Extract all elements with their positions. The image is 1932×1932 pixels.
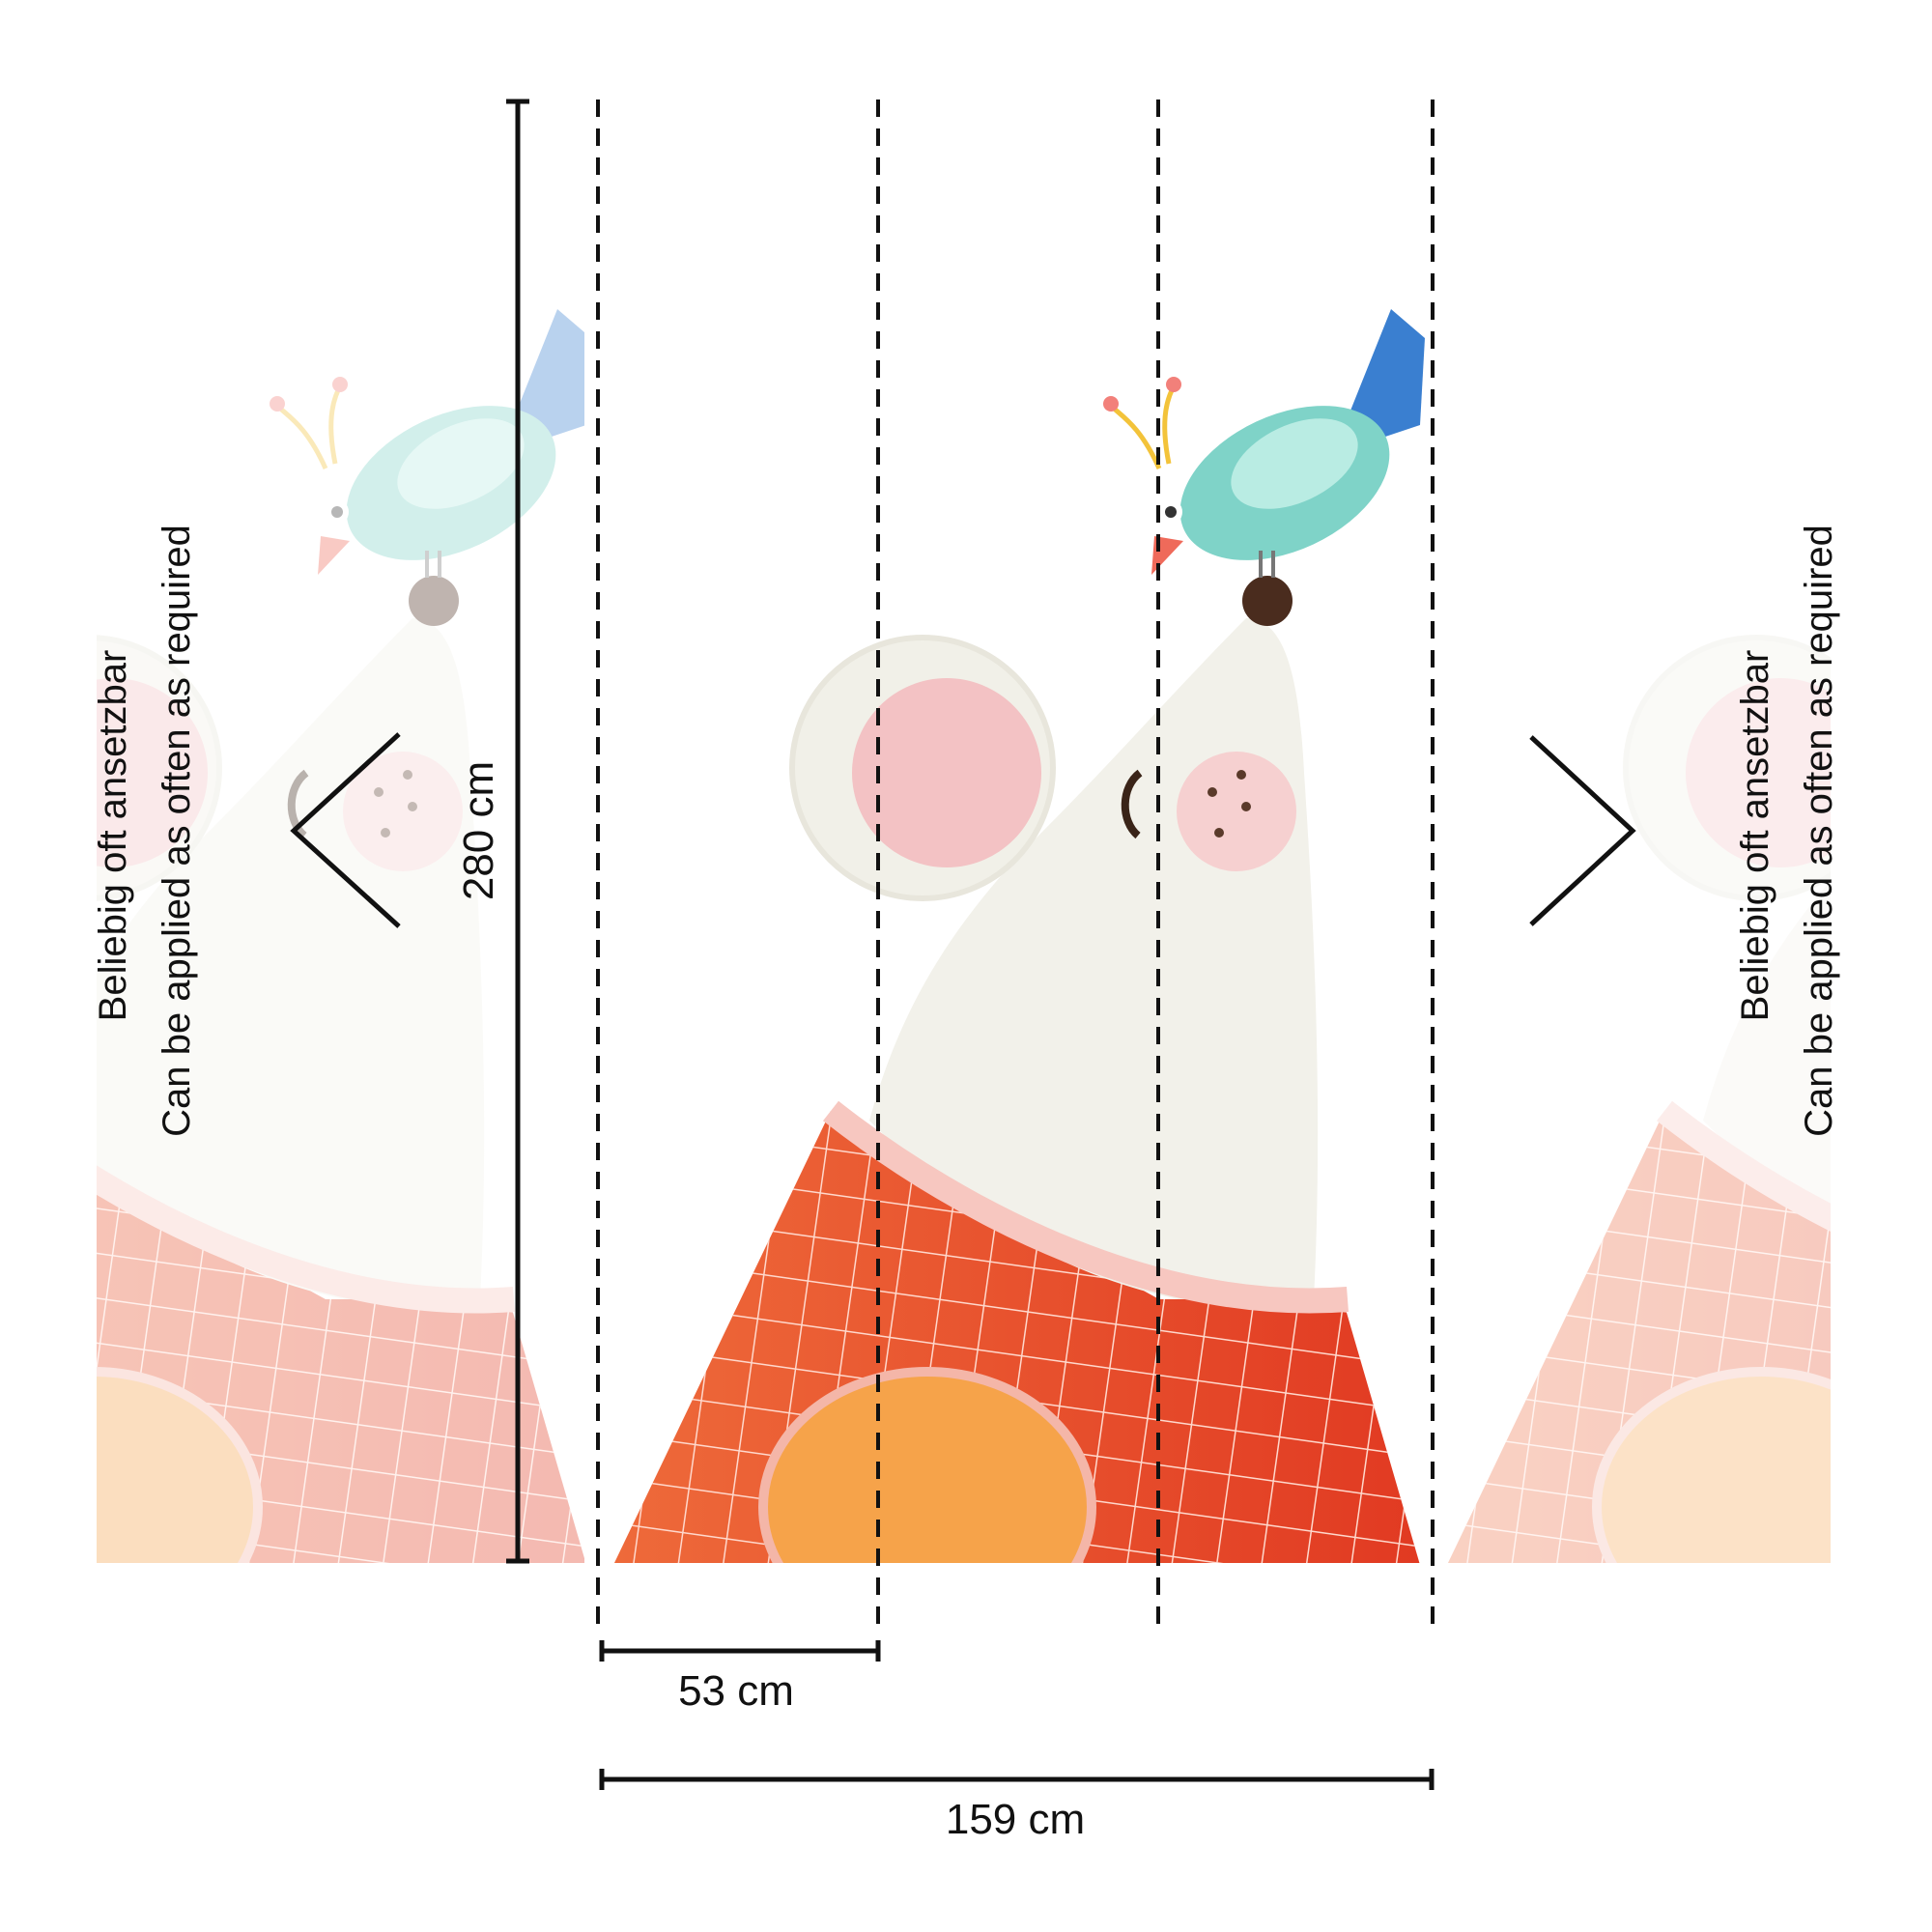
panel-width-dimension: 53 cm — [599, 1640, 881, 1715]
repeat-note-english-right: Can be applied as often as required — [1798, 525, 1840, 1137]
total-width-label: 159 cm — [946, 1796, 1085, 1843]
repeat-note-left: Beliebig oft ansetzbar Can be applied as… — [92, 525, 198, 1137]
total-width-dimension: 159 cm — [599, 1769, 1435, 1843]
repeat-note-right: Beliebig oft ansetzbar Can be applied as… — [1734, 525, 1840, 1137]
chevron-left-icon — [290, 732, 401, 928]
repeat-note-english-left: Can be applied as often as required — [156, 525, 198, 1137]
mouse-illustration-left-repeat — [0, 309, 591, 1642]
mouse-illustration-right-repeat — [1447, 309, 1932, 1642]
height-dimension: 280 cm — [455, 99, 529, 1564]
height-label: 280 cm — [455, 761, 502, 900]
mouse-illustration-center — [613, 309, 1425, 1642]
repeat-note-german-left: Beliebig oft ansetzbar — [92, 650, 134, 1022]
repeat-note-german-right: Beliebig oft ansetzbar — [1734, 650, 1776, 1022]
panel-width-label: 53 cm — [678, 1667, 794, 1715]
chevron-right-icon — [1529, 735, 1636, 926]
